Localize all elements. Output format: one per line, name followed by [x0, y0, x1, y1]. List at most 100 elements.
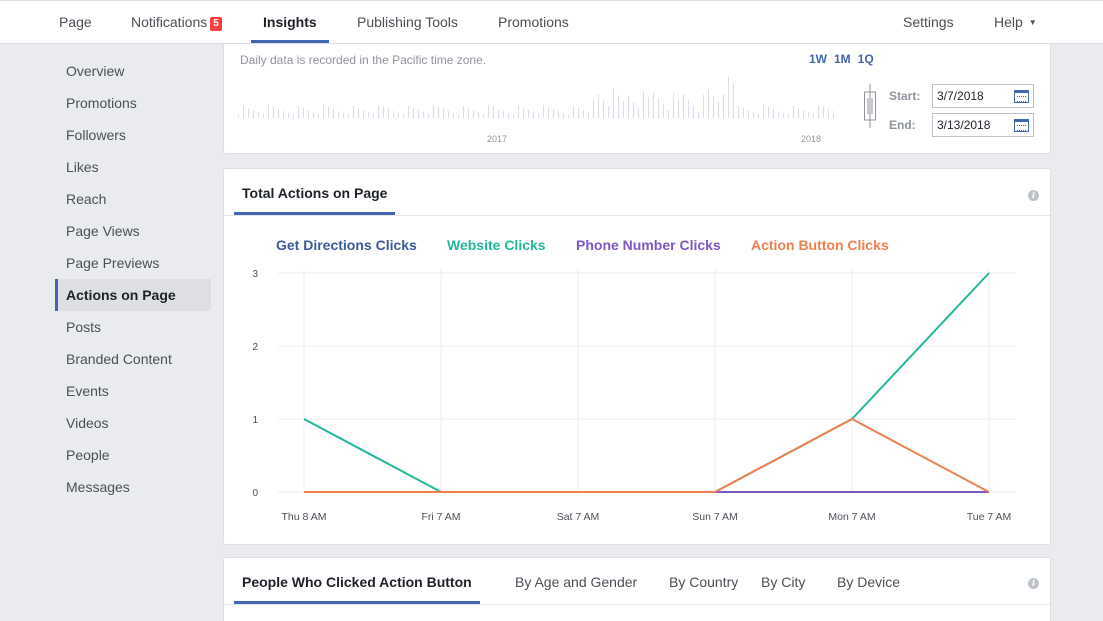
timeline-bar: [263, 114, 264, 118]
timeline-bar: [738, 106, 739, 118]
timeline-bar: [538, 114, 539, 118]
range-1q-button[interactable]: 1Q: [857, 52, 874, 66]
timeline-bar: [473, 110, 474, 118]
sidebar-item-likes[interactable]: Likes: [66, 159, 99, 175]
timeline-bar: [353, 106, 354, 118]
legend-item-phone-number-clicks[interactable]: Phone Number Clicks: [576, 237, 721, 253]
info-icon[interactable]: i: [1028, 578, 1039, 589]
timeline-bar: [563, 113, 564, 118]
sidebar-item-videos[interactable]: Videos: [66, 415, 109, 431]
timeline-bar: [303, 108, 304, 118]
timeline-bar: [268, 105, 269, 118]
timeline-bar: [648, 97, 649, 118]
timeline-bar: [608, 106, 609, 118]
sidebar-item-events[interactable]: Events: [66, 383, 109, 399]
sidebar-item-posts[interactable]: Posts: [66, 319, 102, 335]
timeline-bar: [558, 111, 559, 118]
timeline-bar: [793, 106, 794, 118]
sidebar-item-overview[interactable]: Overview: [66, 63, 125, 79]
nav-tab-insights[interactable]: Insights: [263, 14, 317, 30]
timeline-bar: [528, 110, 529, 118]
help-menu[interactable]: Help ▼: [994, 1, 1037, 44]
start-label: Start:: [889, 89, 921, 103]
legend-item-action-button-clicks[interactable]: Action Button Clicks: [751, 237, 889, 253]
sidebar-item-branded-content[interactable]: Branded Content: [66, 351, 172, 367]
tab-by-device[interactable]: By Device: [837, 574, 901, 590]
timeline-bar: [293, 115, 294, 118]
timeline-bar: [253, 110, 254, 118]
timeline-bar: [708, 90, 709, 118]
end-label: End:: [889, 118, 916, 132]
range-drag-handle[interactable]: [864, 84, 876, 128]
sidebar-item-page-previews[interactable]: Page Previews: [66, 255, 160, 271]
timeline-bar: [358, 108, 359, 118]
start-date-input[interactable]: 3/7/2018: [932, 84, 1034, 108]
timeline-bar: [723, 94, 724, 118]
actions-line-chart: 0 1 2 3 Thu 8 AM Fri 7 AM Sat 7 AM Sun 7 AM Mon …: [252, 269, 1016, 523]
timeline-bar: [328, 107, 329, 118]
end-date-input[interactable]: 3/13/2018: [932, 113, 1034, 137]
x-tick-label: Sat 7 AM: [557, 511, 600, 523]
timeline-bar: [828, 109, 829, 118]
timeline-bar: [248, 108, 249, 118]
timeline-bar: [373, 114, 374, 118]
sidebar-item-messages[interactable]: Messages: [66, 479, 130, 495]
timeline-bar: [718, 102, 719, 118]
settings-link[interactable]: Settings: [903, 14, 954, 30]
timeline-bar: [458, 115, 459, 118]
timeline-bar: [463, 106, 464, 118]
range-buttons: 1W 1M 1Q: [809, 52, 881, 66]
info-icon[interactable]: i: [1028, 190, 1039, 201]
sidebar-item-page-views[interactable]: Page Views: [66, 223, 140, 239]
nav-tab-notifications[interactable]: Notifications 5: [131, 1, 222, 44]
tab-by-age-and-gender[interactable]: By Age and Gender: [515, 574, 638, 590]
range-1w-button[interactable]: 1W: [809, 52, 827, 66]
timeline-bar: [453, 113, 454, 118]
sidebar-item-actions-on-page[interactable]: Actions on Page: [55, 279, 211, 311]
timeline-bar: [438, 107, 439, 118]
x-tick-label: Tue 7 AM: [967, 511, 1012, 523]
timeline-bar: [498, 109, 499, 118]
timeline-bar: [548, 107, 549, 118]
legend-item-get-directions-clicks[interactable]: Get Directions Clicks: [276, 237, 417, 253]
timeline-sparkline[interactable]: [238, 76, 854, 132]
sidebar-item-promotions[interactable]: Promotions: [66, 95, 137, 111]
x-tick-label: Fri 7 AM: [421, 511, 460, 523]
timeline-bar: [773, 109, 774, 118]
tab-total-actions[interactable]: Total Actions on Page: [234, 169, 396, 215]
tab-by-city[interactable]: By City: [761, 574, 806, 590]
timeline-bar: [613, 89, 614, 118]
timeline-bar: [363, 110, 364, 118]
series-line-website-clicks: [303, 272, 990, 493]
sidebar-item-followers[interactable]: Followers: [66, 127, 126, 143]
calendar-icon[interactable]: [1014, 119, 1029, 132]
timeline-bar: [808, 112, 809, 118]
timeline-bar: [348, 115, 349, 118]
calendar-icon[interactable]: [1014, 90, 1029, 103]
timeline-bar: [338, 111, 339, 118]
tab-people-who-clicked-action-button[interactable]: People Who Clicked Action Button: [234, 558, 480, 604]
nav-tab-promotions[interactable]: Promotions: [498, 14, 569, 30]
timeline-bar: [543, 105, 544, 118]
nav-tab-publishing-tools[interactable]: Publishing Tools: [357, 14, 458, 30]
y-tick-label: 0: [252, 488, 258, 499]
timeline-bar: [483, 114, 484, 118]
timeline-bar: [593, 99, 594, 118]
timeline-bar: [688, 100, 689, 118]
timeline-bar: [763, 105, 764, 118]
range-1m-button[interactable]: 1M: [834, 52, 851, 66]
timeline-bar: [743, 108, 744, 118]
legend-item-website-clicks[interactable]: Website Clicks: [447, 237, 546, 253]
sidebar-item-people[interactable]: People: [66, 447, 110, 463]
sidebar-item-reach[interactable]: Reach: [66, 191, 107, 207]
timeline-bar: [578, 108, 579, 118]
timeline-bar: [658, 98, 659, 118]
tab-by-country[interactable]: By Country: [669, 574, 739, 590]
total-actions-card: Total Actions on Page i Get Directions C…: [223, 168, 1051, 545]
timeline-bar: [638, 108, 639, 118]
timeline-bar: [443, 109, 444, 118]
timeline-bar: [813, 114, 814, 118]
nav-tab-page[interactable]: Page: [59, 14, 92, 30]
timeline-bar: [318, 114, 319, 118]
timeline-bar: [748, 110, 749, 118]
